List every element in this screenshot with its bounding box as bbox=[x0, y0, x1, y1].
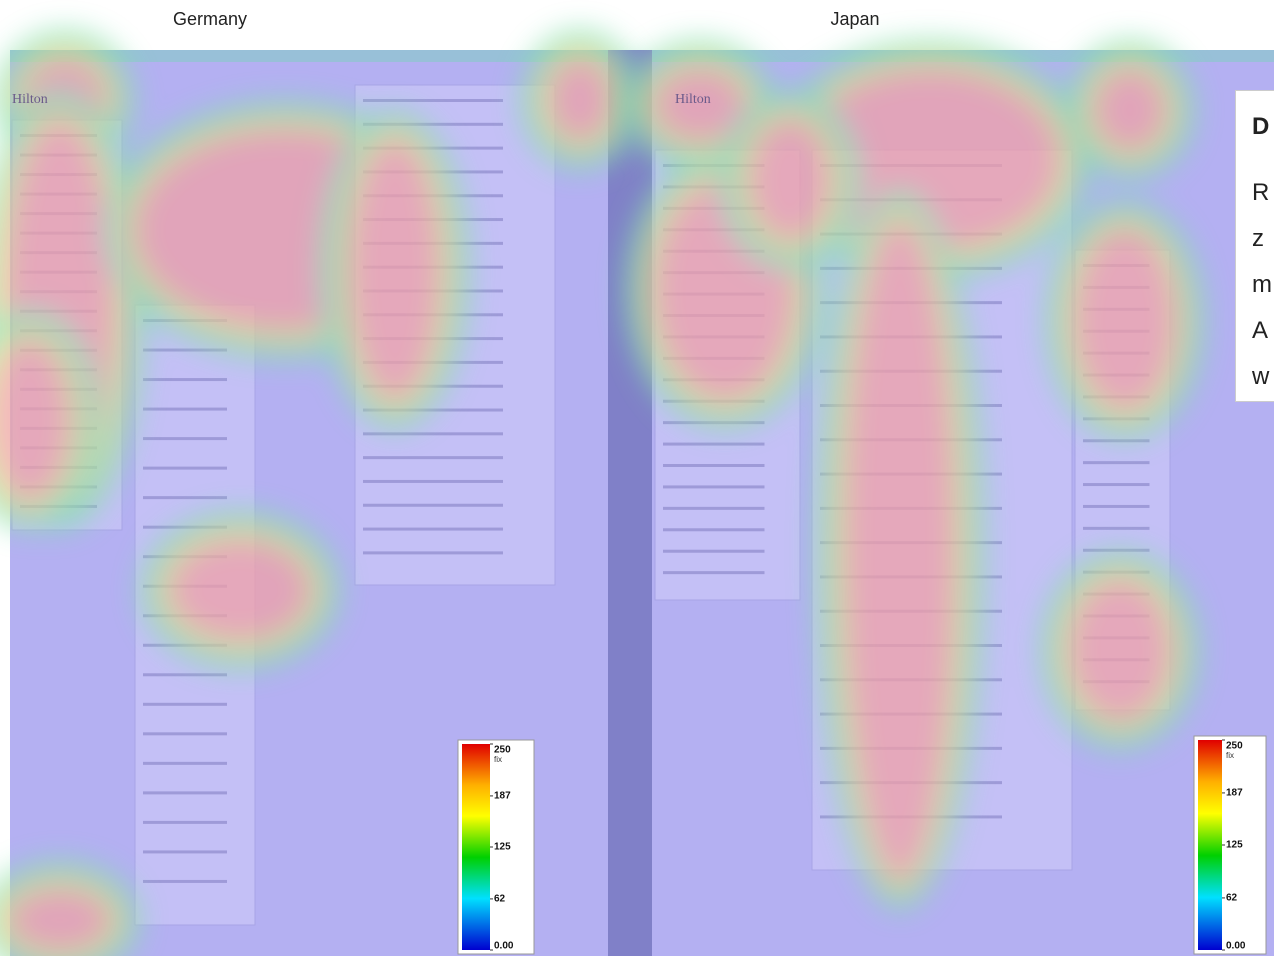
heat-core bbox=[0, 340, 70, 500]
colorbar-tick-label: 0.00 bbox=[494, 941, 514, 952]
text-line bbox=[143, 437, 227, 441]
text-line bbox=[363, 122, 503, 126]
note-heading: D bbox=[1252, 113, 1270, 140]
colorbar-unit: fix bbox=[494, 755, 502, 764]
colorbar-tick-label: 62 bbox=[494, 894, 506, 905]
heat-core bbox=[1070, 580, 1170, 720]
colorbar-tick-label: 0.00 bbox=[1226, 941, 1246, 952]
heat-core bbox=[1095, 70, 1165, 150]
text-line bbox=[143, 348, 227, 352]
text-line bbox=[363, 432, 503, 436]
colorbar-tick-label: 125 bbox=[1226, 840, 1243, 851]
text-line bbox=[663, 528, 765, 532]
text-line bbox=[663, 485, 765, 489]
text-line bbox=[143, 732, 227, 736]
text-line bbox=[143, 496, 227, 500]
text-line bbox=[143, 879, 227, 883]
text-line bbox=[143, 673, 227, 677]
text-line bbox=[363, 408, 503, 412]
heat-core bbox=[800, 70, 1060, 250]
text-line bbox=[663, 571, 765, 575]
heat-core bbox=[1075, 230, 1175, 410]
text-line bbox=[143, 702, 227, 706]
panel-label: Germany bbox=[173, 9, 247, 29]
text-line bbox=[143, 466, 227, 470]
colorbar-tick-label: 187 bbox=[1226, 788, 1243, 799]
note-line: A bbox=[1252, 317, 1269, 344]
colorbar-unit: fix bbox=[1226, 751, 1234, 760]
text-line bbox=[363, 527, 503, 531]
colorbar-tick-label: 250 bbox=[494, 745, 511, 756]
text-line bbox=[363, 479, 503, 483]
logo: Hilton bbox=[675, 92, 711, 107]
panel-label: Japan bbox=[830, 9, 879, 29]
note-line: z bbox=[1252, 225, 1264, 252]
heat-core bbox=[550, 60, 610, 140]
text-line bbox=[363, 456, 503, 460]
heat-core bbox=[350, 140, 440, 400]
text-line bbox=[143, 378, 227, 382]
text-line bbox=[663, 549, 765, 553]
heat-core bbox=[170, 540, 310, 640]
text-line bbox=[1083, 504, 1150, 508]
text-line bbox=[363, 99, 503, 102]
heat-core bbox=[655, 70, 745, 140]
divider bbox=[608, 50, 652, 956]
note-line: R bbox=[1252, 179, 1270, 206]
text-line bbox=[363, 551, 503, 555]
text-line bbox=[663, 442, 765, 446]
colorbar-tick-label: 187 bbox=[494, 791, 511, 802]
colorbar-tick-label: 62 bbox=[1226, 893, 1238, 904]
colorbar bbox=[1198, 740, 1222, 950]
colorbar bbox=[462, 744, 490, 950]
text-line bbox=[143, 850, 227, 854]
text-line bbox=[1083, 439, 1150, 443]
colorbar-tick-label: 250 bbox=[1226, 741, 1243, 752]
text-line bbox=[143, 791, 227, 795]
logo: Hilton bbox=[12, 92, 48, 107]
text-line bbox=[1083, 483, 1150, 487]
text-line bbox=[143, 820, 227, 824]
text-line bbox=[663, 506, 765, 510]
colorbar-tick-label: 125 bbox=[494, 842, 511, 853]
note-line: m bbox=[1252, 271, 1272, 298]
heat-core bbox=[10, 890, 110, 950]
note-line: w bbox=[1252, 363, 1270, 390]
heat-core bbox=[750, 120, 830, 240]
text-line bbox=[143, 407, 227, 411]
page-header bbox=[10, 50, 608, 62]
text-line bbox=[663, 464, 765, 467]
text-line bbox=[143, 761, 227, 765]
heat-layer bbox=[0, 30, 640, 956]
text-line bbox=[363, 503, 503, 507]
text-line bbox=[1083, 461, 1150, 465]
text-line bbox=[1083, 526, 1150, 530]
heat-layer bbox=[625, 40, 1205, 910]
heat-core bbox=[845, 220, 955, 880]
